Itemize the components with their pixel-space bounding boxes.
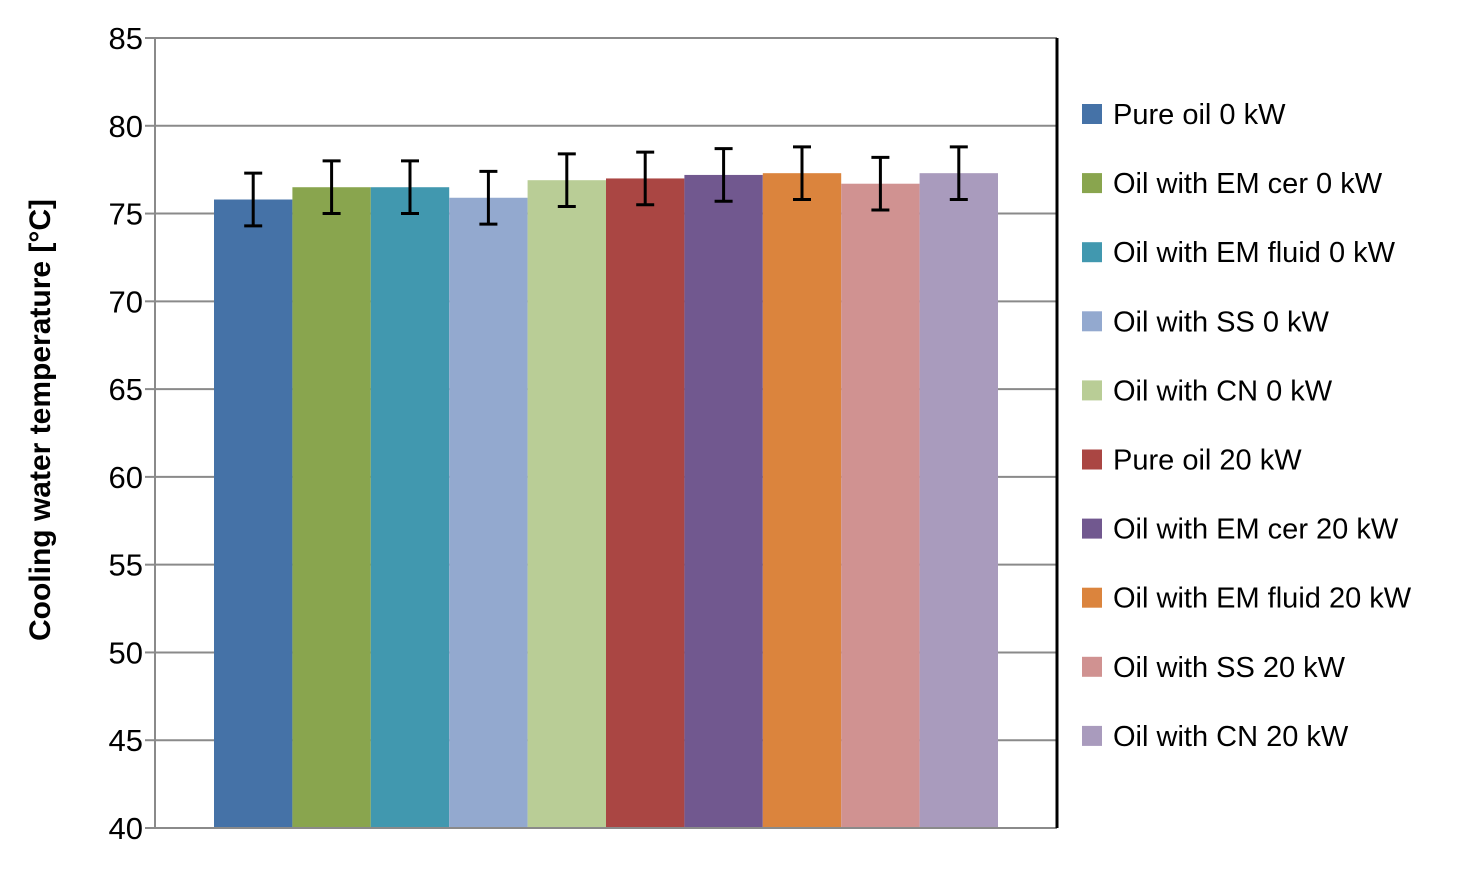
bar	[841, 183, 920, 828]
bar	[762, 173, 842, 828]
bar	[527, 180, 606, 828]
y-tick-label: 40	[109, 811, 143, 846]
error-bars	[244, 145, 968, 228]
bar	[292, 187, 371, 828]
y-tick-label: 70	[109, 284, 143, 319]
legend-swatch	[1082, 587, 1102, 608]
legend-label: Pure oil 20 kW	[1113, 445, 1302, 477]
y-tick-label: 50	[109, 635, 143, 670]
legend-label: Oil with EM fluid 20 kW	[1113, 583, 1412, 615]
legend-swatch	[1082, 518, 1102, 539]
bar	[684, 174, 763, 828]
legend-label: Oil with CN 0 kW	[1113, 375, 1333, 407]
legend-swatch	[1082, 380, 1102, 401]
bar	[449, 197, 528, 828]
legend-swatch	[1082, 725, 1102, 746]
legend-swatch	[1082, 311, 1102, 332]
bar	[370, 187, 450, 828]
legend-swatch	[1082, 104, 1102, 124]
legend-label: Pure oil 0 kW	[1113, 99, 1286, 131]
legend-label: Oil with EM cer 20 kW	[1113, 514, 1399, 546]
y-tick-label: 65	[109, 372, 143, 407]
bars	[214, 173, 998, 828]
legend-label: Oil with SS 20 kW	[1113, 652, 1346, 684]
legend-swatch	[1082, 242, 1102, 263]
bar	[919, 173, 998, 828]
y-tick-label: 45	[109, 723, 143, 758]
bar	[214, 199, 293, 828]
legend-swatch	[1082, 656, 1102, 677]
legend-swatch	[1082, 449, 1102, 470]
legend-label: Oil with EM cer 0 kW	[1113, 168, 1383, 200]
y-axis-title: Cooling water temperature [°C]	[24, 199, 57, 641]
legend-label: Oil with EM fluid 0 kW	[1113, 237, 1396, 269]
bar	[606, 178, 685, 828]
legend: Pure oil 0 kW Oil with EM cer 0 kW Oil wit…	[1082, 99, 1412, 753]
y-tick-label: 60	[109, 460, 143, 495]
axes	[145, 37, 1059, 829]
y-tick-label: 80	[109, 109, 143, 144]
y-tick-label: 55	[109, 548, 143, 583]
legend-label: Oil with CN 20 kW	[1113, 721, 1349, 753]
y-tick-label: 75	[109, 197, 143, 232]
y-tick-label: 85	[109, 21, 143, 56]
legend-swatch	[1082, 173, 1102, 194]
legend-label: Oil with SS 0 kW	[1113, 306, 1330, 338]
y-tick-labels: 40 45 50 55 60 65 70 75 80 85	[109, 21, 143, 846]
